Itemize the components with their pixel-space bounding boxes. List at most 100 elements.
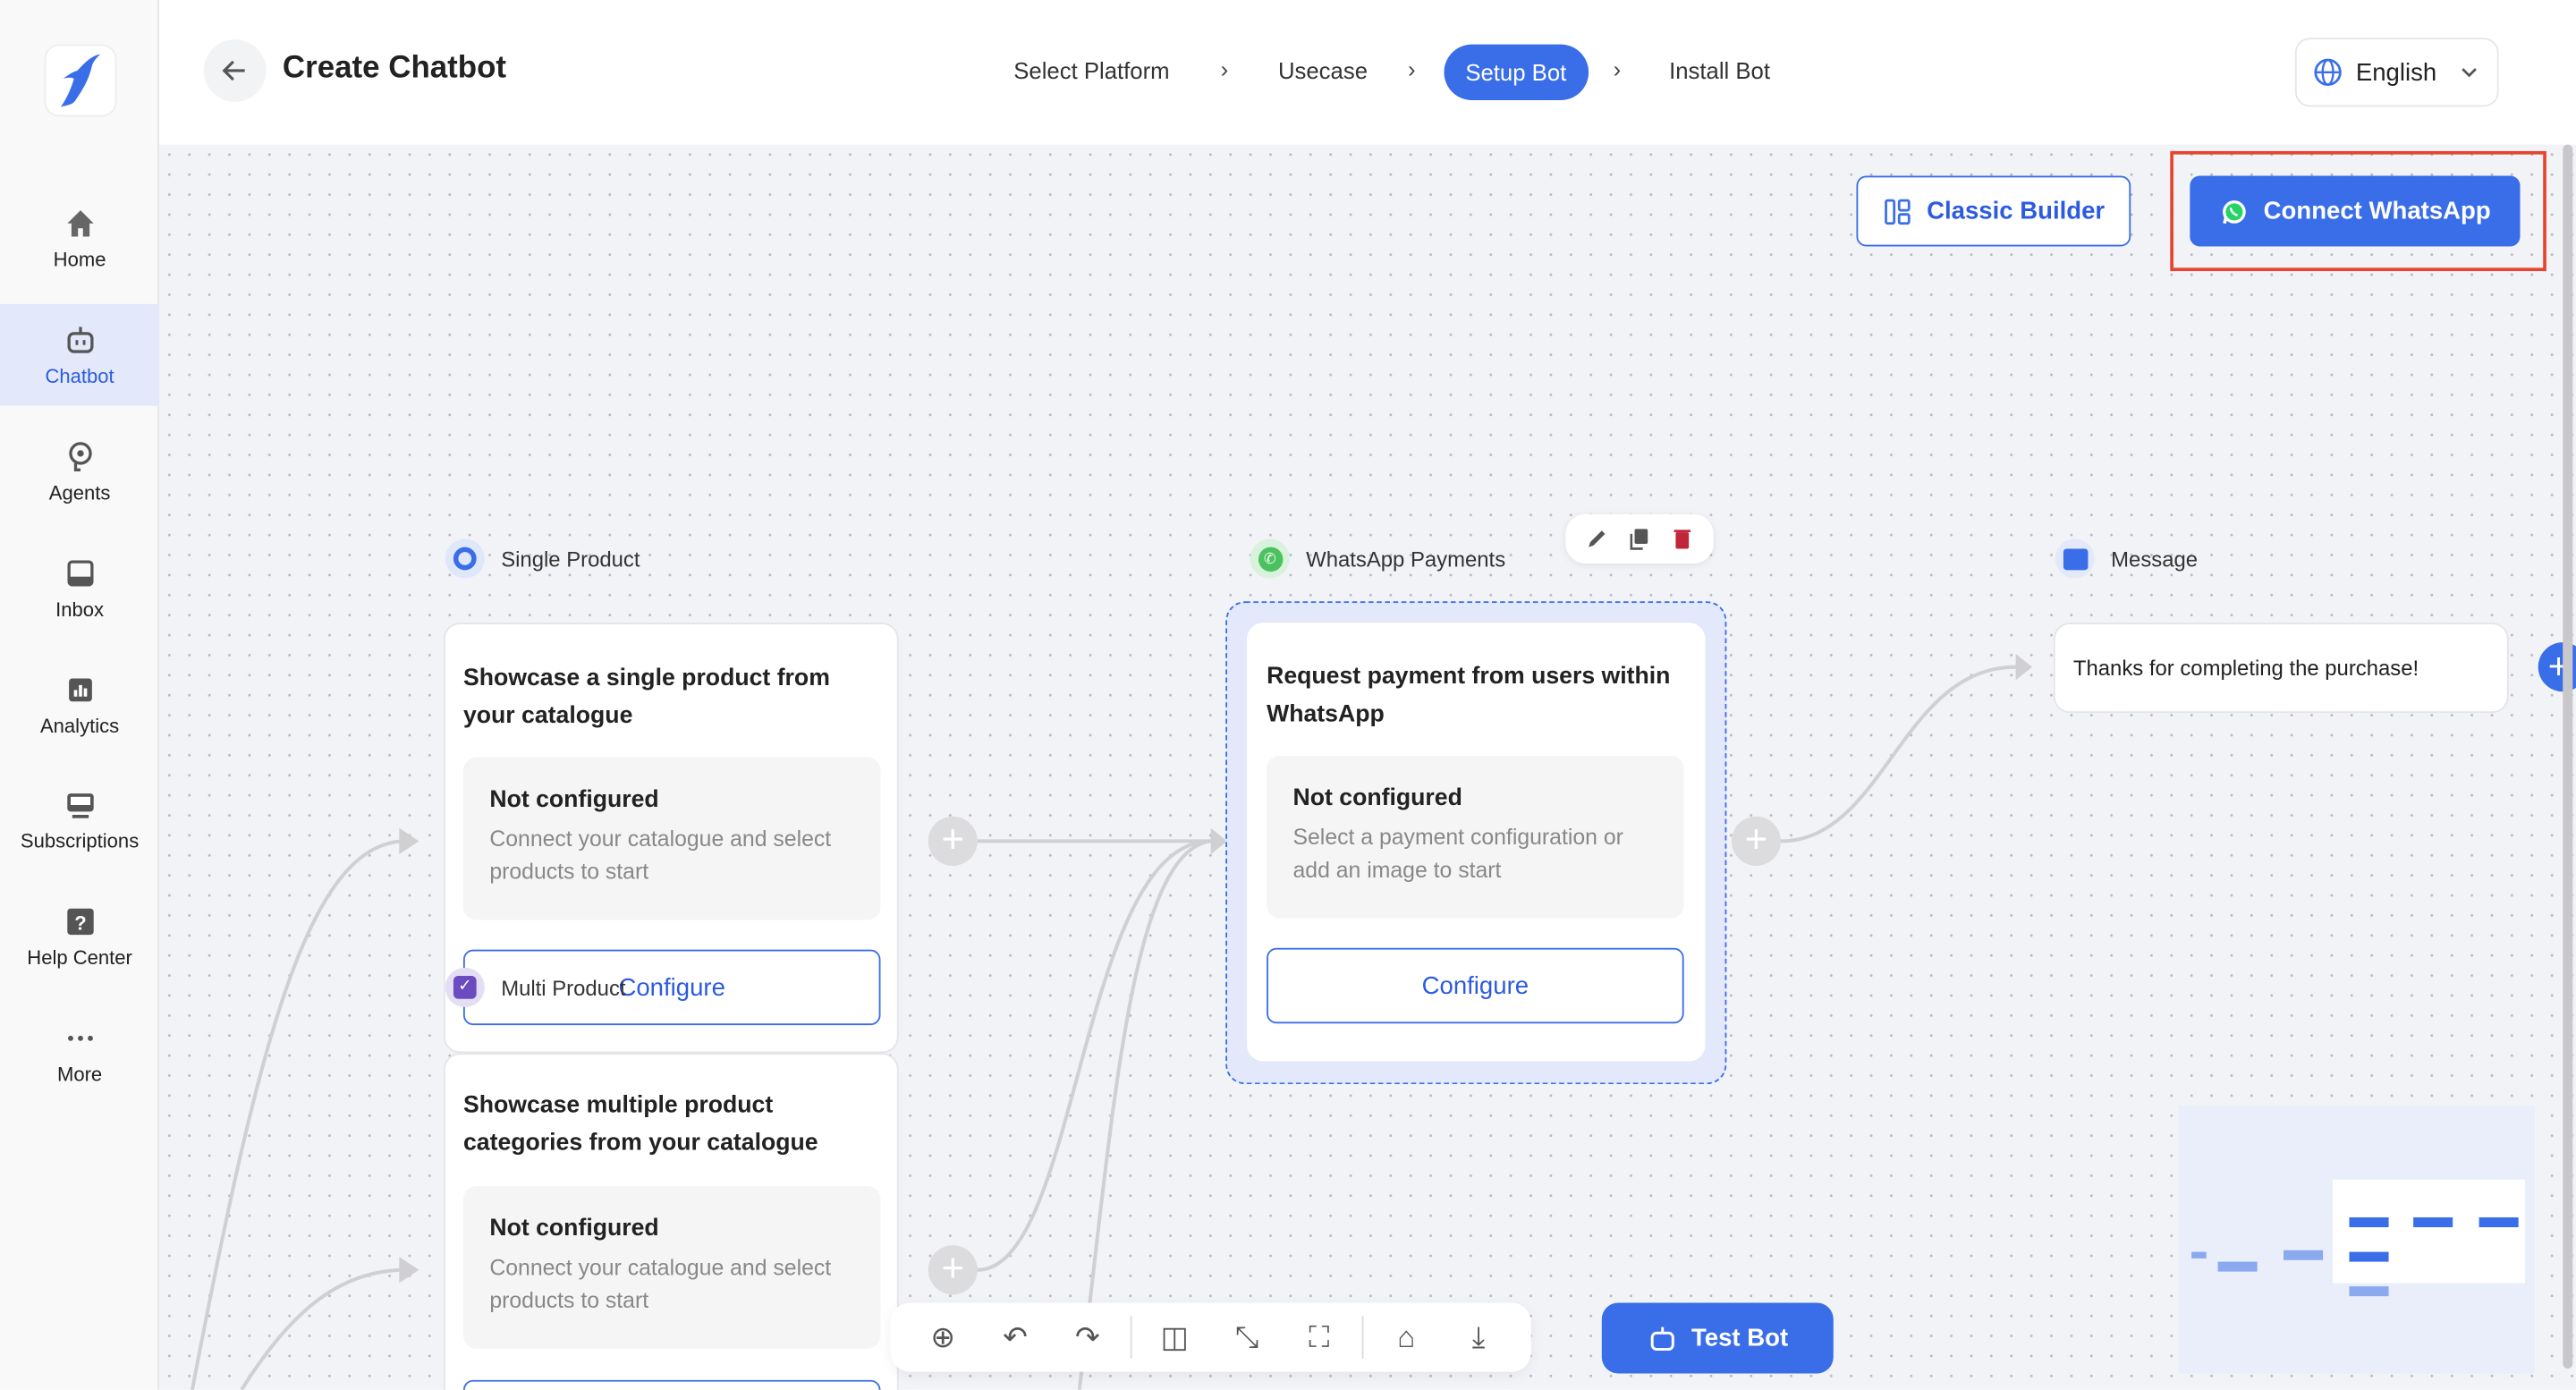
- classic-builder-button[interactable]: Classic Builder: [1856, 175, 2131, 247]
- sidebar-item-help-center[interactable]: ? Help Center: [0, 886, 159, 987]
- sidebar-item-more[interactable]: More: [0, 1002, 159, 1104]
- arrow-left-icon: [222, 60, 245, 81]
- edge-arrow: [1210, 827, 1228, 855]
- edit-icon[interactable]: [1585, 528, 1608, 551]
- subscriptions-icon: [66, 792, 93, 818]
- test-bot-label: Test Bot: [1690, 1324, 1789, 1352]
- sidebar-item-home[interactable]: Home: [0, 187, 159, 289]
- sidebar-item-label: Analytics: [39, 714, 120, 737]
- minimap-node: [2479, 1216, 2519, 1228]
- sidebar-item-label: Inbox: [55, 597, 105, 621]
- node-title: Showcase multiple product categories fro…: [462, 1092, 818, 1157]
- redo-icon[interactable]: ↷: [1075, 1319, 1100, 1353]
- label-text: WhatsApp Payments: [1306, 546, 1506, 572]
- classic-builder-label: Classic Builder: [1927, 197, 2106, 225]
- configure-button[interactable]: [462, 1379, 881, 1390]
- configure-button[interactable]: Configure: [1267, 947, 1684, 1024]
- minimap-node: [2217, 1261, 2258, 1272]
- layout-icon[interactable]: ◫: [1160, 1319, 1189, 1353]
- sidebar-item-subscriptions[interactable]: Subscriptions: [0, 769, 159, 871]
- step-setup-bot[interactable]: Setup Bot: [1444, 44, 1589, 101]
- language-value: English: [2355, 58, 2437, 87]
- connect-whatsapp-button[interactable]: Connect WhatsApp: [2190, 175, 2521, 247]
- undo-icon[interactable]: ↶: [1003, 1319, 1028, 1353]
- add-step-button[interactable]: +: [1731, 816, 1781, 866]
- sidebar-item-label: Home: [53, 247, 106, 271]
- copy-icon[interactable]: [1628, 528, 1651, 551]
- clean-icon[interactable]: ⌂: [1397, 1319, 1416, 1353]
- header: Create Chatbot Select Platform › Usecase…: [159, 0, 2576, 145]
- agent-icon: [68, 441, 91, 471]
- svg-text:?: ?: [73, 911, 85, 934]
- flow-edges: [190, 654, 2032, 1390]
- zoom-in-icon[interactable]: ⊕: [930, 1319, 956, 1353]
- label-text: Single Product: [501, 546, 640, 572]
- test-bot-button[interactable]: Test Bot: [1601, 1302, 1834, 1374]
- node-label-multi-product: ✓ Multi Product: [445, 967, 626, 1007]
- scrollbar[interactable]: [2563, 144, 2573, 1369]
- configure-button[interactable]: Configure: [462, 949, 881, 1026]
- download-icon[interactable]: ⤓: [1471, 1319, 1486, 1353]
- minimap-node: [2349, 1216, 2389, 1228]
- checkbox-icon: ✓: [445, 967, 485, 1007]
- status-box: Not configured Connect your catalogue and…: [462, 1186, 881, 1349]
- sidebar-item-agents[interactable]: Agents: [0, 420, 159, 522]
- sidebar-item-inbox[interactable]: Inbox: [0, 538, 159, 640]
- step-select-platform[interactable]: Select Platform: [1013, 57, 1170, 84]
- step-install-bot[interactable]: Install Bot: [1669, 57, 1771, 84]
- minimap-node: [2413, 1216, 2453, 1228]
- trash-icon[interactable]: [1671, 528, 1694, 551]
- status-desc: Connect your catalogue and select produc…: [489, 1255, 832, 1313]
- node-label-message: Message: [2055, 538, 2199, 579]
- edge-arrow: [399, 1257, 419, 1284]
- status-title: Not configured: [489, 1216, 659, 1242]
- sidebar-item-label: Agents: [48, 480, 111, 504]
- minimap-node: [2191, 1251, 2207, 1259]
- penguin-logo-icon: [60, 54, 101, 107]
- expand-icon[interactable]: ⛶: [1309, 1319, 1330, 1353]
- whatsapp-icon: ✆: [1250, 538, 1290, 579]
- edge: [240, 1267, 406, 1390]
- sidebar: Home Chatbot Agents Inbox Analytics Subs…: [0, 0, 160, 1390]
- node-card-message[interactable]: Thanks for completing the purchase!: [2053, 623, 2509, 714]
- message-icon: [2055, 538, 2095, 579]
- edge-arrow: [2015, 654, 2032, 681]
- globe-icon: [2314, 58, 2342, 86]
- edge-arrow: [399, 827, 419, 855]
- highlight-box: [2170, 150, 2546, 272]
- sidebar-item-chatbot[interactable]: Chatbot: [0, 303, 160, 406]
- add-step-button[interactable]: +: [928, 816, 978, 866]
- layout-icon: [1884, 198, 1911, 225]
- collapse-icon[interactable]: ⤡: [1234, 1319, 1259, 1353]
- page-title: Create Chatbot: [282, 50, 507, 86]
- logo[interactable]: [44, 44, 117, 117]
- status-desc: Connect your catalogue and select produc…: [489, 826, 832, 885]
- whatsapp-icon: [2222, 199, 2246, 224]
- label-text: Message: [2111, 546, 2199, 572]
- minimap[interactable]: [2178, 1106, 2536, 1374]
- node-card-single-product[interactable]: Showcase a single product from your cata…: [443, 623, 899, 1054]
- status-title: Not configured: [489, 786, 659, 814]
- node-actions-toolbar: [1565, 513, 1714, 564]
- robot-icon: [66, 326, 93, 352]
- step-usecase[interactable]: Usecase: [1277, 57, 1368, 84]
- chevron-right-icon: ›: [1408, 55, 1416, 82]
- divider: [1130, 1316, 1132, 1359]
- canvas-toolbar: ⊕ ↶ ↷ ◫ ⤡ ⛶ ⌂ ⤓: [890, 1302, 1531, 1372]
- minimap-node: [2349, 1286, 2389, 1297]
- robot-icon: [1649, 1326, 1674, 1351]
- sidebar-item-label: Chatbot: [45, 363, 114, 387]
- sidebar-item-label: Subscriptions: [20, 828, 140, 852]
- edge: [1780, 665, 2016, 843]
- sidebar-item-analytics[interactable]: Analytics: [0, 654, 159, 756]
- back-button[interactable]: [203, 39, 267, 102]
- language-dropdown[interactable]: English: [2294, 38, 2499, 107]
- sidebar-item-label: More: [56, 1062, 103, 1086]
- status-title: Not configured: [1292, 784, 1462, 812]
- edge: [977, 839, 1211, 1272]
- node-card-whatsapp-payments[interactable]: Request payment from users within WhatsA…: [1247, 623, 1706, 1062]
- flow-canvas[interactable]: Classic Builder Connect WhatsApp Single …: [159, 144, 2576, 1390]
- minimap-viewport[interactable]: [2333, 1179, 2526, 1284]
- add-step-button[interactable]: +: [928, 1245, 978, 1295]
- node-card-multi-product[interactable]: Showcase multiple product categories fro…: [443, 1053, 899, 1390]
